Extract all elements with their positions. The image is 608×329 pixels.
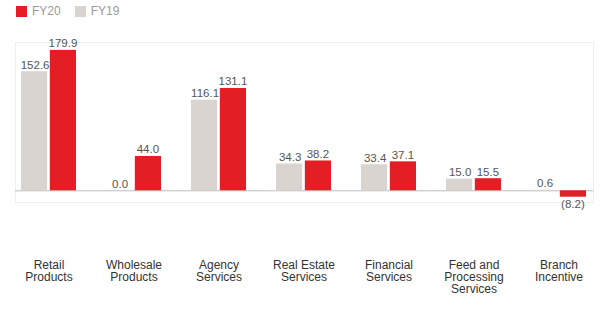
svg-text:37.1: 37.1 xyxy=(392,149,414,161)
svg-text:(8.2): (8.2) xyxy=(561,198,585,210)
svg-text:34.3: 34.3 xyxy=(279,151,301,163)
svg-text:0.6: 0.6 xyxy=(537,177,553,189)
svg-text:AgencyServices: AgencyServices xyxy=(196,258,242,284)
svg-text:0.0: 0.0 xyxy=(112,178,128,190)
svg-text:152.6: 152.6 xyxy=(21,59,50,71)
svg-text:38.2: 38.2 xyxy=(307,148,329,160)
svg-text:131.1: 131.1 xyxy=(219,75,248,87)
svg-text:WholesaleProducts: WholesaleProducts xyxy=(106,258,162,284)
svg-text:116.1: 116.1 xyxy=(191,87,219,99)
html-text:FY20: FY20 xyxy=(32,4,61,18)
html-text:FY19: FY19 xyxy=(90,4,120,18)
svg-text:BranchIncentive: BranchIncentive xyxy=(535,258,583,284)
svg-text:FinancialServices: FinancialServices xyxy=(365,258,413,284)
svg-text:Real EstateServices: Real EstateServices xyxy=(273,258,335,284)
svg-text:15.5: 15.5 xyxy=(477,166,499,178)
svg-text:44.0: 44.0 xyxy=(137,143,159,155)
svg-text:179.9: 179.9 xyxy=(49,37,78,49)
svg-text:33.4: 33.4 xyxy=(364,152,387,164)
svg-text:Feed andProcessingServices: Feed andProcessingServices xyxy=(444,258,503,296)
svg-text:15.0: 15.0 xyxy=(449,166,471,178)
svg-text:RetailProducts: RetailProducts xyxy=(25,258,72,284)
